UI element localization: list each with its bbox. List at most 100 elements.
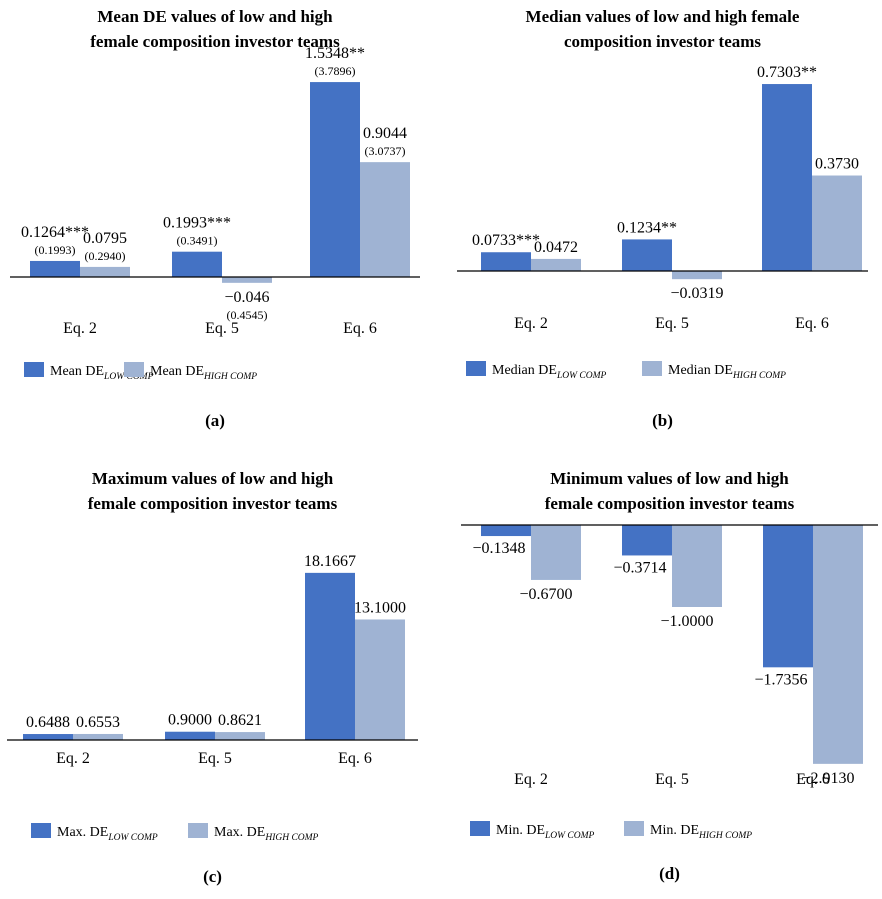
bar-low-3 [763,525,813,668]
category-label: Eq. 6 [338,750,372,767]
data-label: −1.0000 [660,613,713,630]
bar-low-2 [622,525,672,556]
legend-label-high: Median DEHIGH COMP [668,363,786,381]
data-label: −0.046 [224,289,269,306]
data-label: 0.7303** [757,64,817,81]
panel-label: (b) [652,411,673,430]
data-label: 0.1993*** [163,215,231,232]
data-label: 0.0472 [534,239,578,256]
legend-swatch-high [624,821,644,836]
data-label: 0.6553 [76,714,120,731]
legend-swatch-high [642,361,662,376]
legend-label-high: Mean DEHIGH COMP [150,364,257,382]
bar-low-3 [310,82,360,277]
bar-high-1 [531,525,581,580]
bar-low-1 [481,252,531,271]
legend-swatch-low [24,362,44,377]
data-label: −0.3714 [613,559,666,576]
legend-main-text: Median DE [668,363,733,378]
data-label: 0.9000 [168,712,212,729]
category-label: Eq. 2 [56,750,90,767]
chart-title-line: Minimum values of low and high [550,469,789,488]
chart-title-line: female composition investor teams [88,494,338,513]
legend-label-high: Max. DEHIGH COMP [214,825,319,843]
chart-title-line: Maximum values of low and high [92,469,334,488]
data-label: 0.9044 [363,125,407,142]
category-label: Eq. 6 [795,315,829,332]
chart-title-line: composition investor teams [564,32,761,51]
category-label: Eq. 2 [514,771,548,788]
data-label: 0.6488 [26,714,70,731]
std-dev-label: (3.0737) [365,144,406,158]
data-label: 13.1000 [354,599,406,616]
chart-panel-b: Median values of low and high female comp… [457,7,868,430]
legend-subscript-text: LOW COMP [107,833,158,843]
chart-title-line: Mean DE values of low and high [97,7,333,26]
std-dev-label: (0.3491) [177,234,218,248]
panel-label: (c) [203,867,222,886]
legend-subscript-text: HIGH COMP [698,831,752,841]
data-label: 0.1264*** [21,224,89,241]
bar-low-1 [30,260,80,277]
bar-high-3 [360,162,410,277]
data-label: −0.1348 [472,540,525,557]
bar-high-1 [531,258,581,271]
legend-subscript-text: HIGH COMP [203,372,257,382]
category-label: Eq. 6 [343,320,377,337]
legend-subscript-text: LOW COMP [544,831,595,841]
data-label: 1.5348** [305,45,365,62]
category-label: Eq. 5 [198,750,232,767]
chart-title-line: female composition investor teams [90,32,340,51]
panel-label: (a) [205,411,225,430]
legend-main-text: Mean DE [150,364,204,379]
category-label: Eq. 5 [655,771,689,788]
chart-title-line: female composition investor teams [545,494,795,513]
legend-subscript-text: LOW COMP [556,371,607,381]
data-label: 0.8621 [218,712,262,729]
bar-low-3 [305,572,355,740]
bar-low-2 [172,251,222,277]
data-label: −0.0319 [670,285,723,302]
bar-low-2 [165,731,215,740]
legend-subscript-text: HIGH COMP [732,371,786,381]
chart-panel-a: Mean DE values of low and high female com… [10,7,420,430]
bar-high-3 [355,619,405,740]
legend-label-low: Max. DELOW COMP [57,825,158,843]
legend-swatch-high [188,823,208,838]
std-dev-label: (3.7896) [315,64,356,78]
chart-panel-c: Maximum values of low and high female com… [7,469,418,886]
data-label: 0.0795 [83,230,127,247]
data-label: −1.7356 [754,671,807,688]
data-label: −0.6700 [519,586,572,603]
chart-panel-d: Minimum values of low and high female com… [461,469,878,883]
bar-low-1 [23,734,73,740]
bar-high-3 [813,525,863,764]
legend-main-text: Median DE [492,363,557,378]
panel-label: (d) [659,864,680,883]
std-dev-label: (0.4545) [227,308,268,322]
category-label: Eq. 6 [796,771,830,788]
bar-high-1 [73,733,123,740]
bar-low-1 [481,525,531,537]
bar-high-3 [812,175,862,271]
category-label: Eq. 5 [205,320,239,337]
data-label: −2.9130 [801,770,854,787]
data-label: 0.3730 [815,156,859,173]
legend-main-text: Min. DE [650,823,699,838]
bar-high-2 [222,277,272,283]
legend-subscript-text: HIGH COMP [264,833,318,843]
std-dev-label: (0.2940) [85,249,126,263]
legend-label-low: Min. DELOW COMP [496,823,595,841]
data-label: 18.1667 [304,553,356,570]
legend-swatch-low [470,821,490,836]
legend-main-text: Min. DE [496,823,545,838]
legend-main-text: Max. DE [214,825,265,840]
bar-high-2 [672,271,722,280]
data-label: 0.1234** [617,219,677,236]
bar-high-1 [80,266,130,277]
legend-swatch-high [124,362,144,377]
bar-low-3 [762,84,812,271]
std-dev-label: (0.1993) [35,243,76,257]
